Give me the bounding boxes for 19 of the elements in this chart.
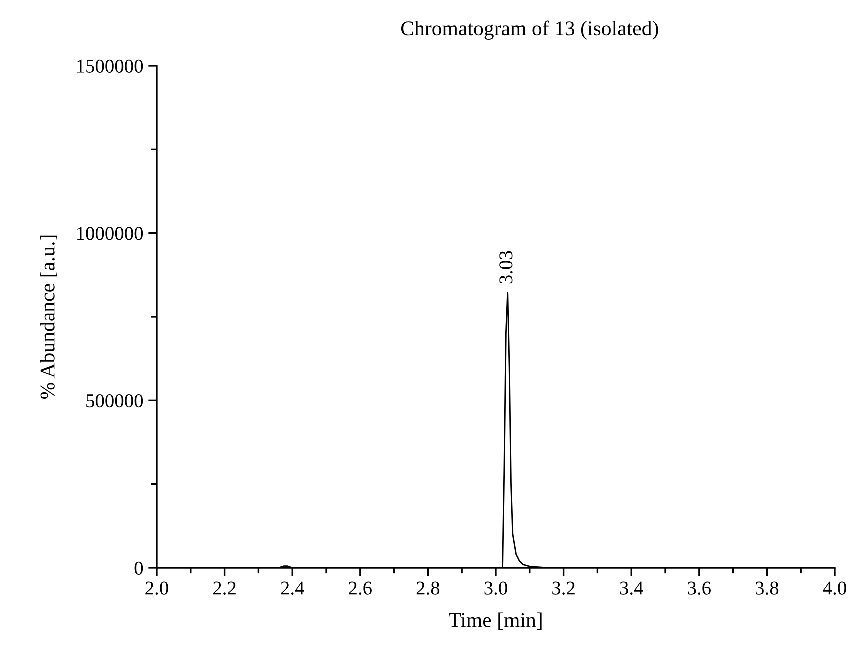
y-axis-title: % Abundance [a.u.] xyxy=(40,236,58,400)
y-tick-label: 1000000 xyxy=(77,227,144,240)
x-tick-label: 2.6 xyxy=(349,582,372,595)
y-tick-label: 500000 xyxy=(86,394,144,408)
x-tick-label: 3.8 xyxy=(756,582,779,595)
x-axis-title: Time [min] xyxy=(449,612,542,630)
x-tick-label: 3.4 xyxy=(620,582,644,595)
x-tick-label: 3.0 xyxy=(484,582,508,595)
chart-title: Chromatogram of 13 (isolated) xyxy=(401,20,658,40)
y-tick-label: 0 xyxy=(134,562,144,575)
annotation: 3.03 xyxy=(500,251,513,284)
x-tick-label: 3.6 xyxy=(688,582,711,595)
x-tick-label: 2.0 xyxy=(146,582,168,595)
y-tick-label: 1500000 xyxy=(77,60,144,73)
x-tick-label: 2.4 xyxy=(281,582,304,595)
x-tick-label: 2.2 xyxy=(214,582,236,595)
x-tick-label: 2.8 xyxy=(416,582,440,595)
x-tick-label: 4.0 xyxy=(823,582,846,595)
x-tick-label: 3.2 xyxy=(552,582,575,595)
